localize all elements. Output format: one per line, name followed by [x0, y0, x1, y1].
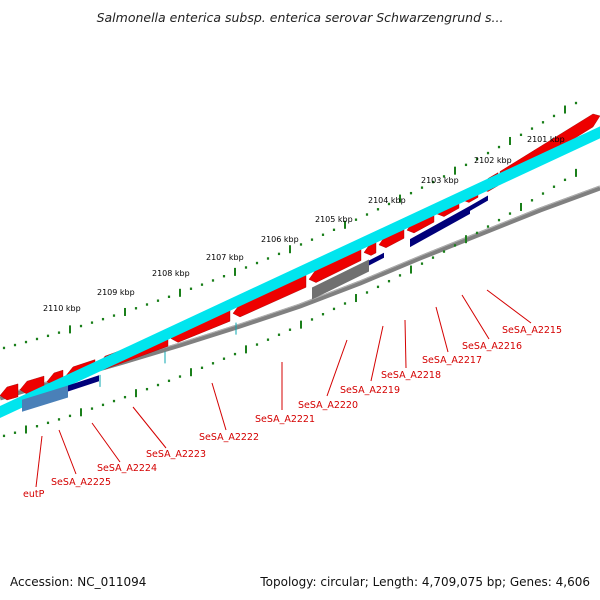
forward-gene-14 — [0, 383, 19, 401]
gene-label-sesa-a2222: SeSA_A2222 — [199, 432, 259, 443]
scale-label-2107: 2107 kbp — [206, 253, 244, 262]
gray-gene — [312, 259, 369, 300]
scale-ring — [2, 101, 578, 438]
scale-label-2105: 2105 kbp — [315, 215, 353, 224]
gene-label-sesa-a2221: SeSA_A2221 — [255, 414, 315, 425]
gene-labels: SeSA_A2215 SeSA_A2216 SeSA_A2217 SeSA_A2… — [23, 325, 562, 500]
gap-2 — [384, 239, 410, 265]
scale-label-2109: 2109 kbp — [97, 288, 135, 297]
genome-summary-text: Topology: circular; Length: 4,709,075 bp… — [260, 575, 590, 589]
gene-label-sesa-a2224: SeSA_A2224 — [97, 463, 157, 474]
gene-label-sesa-a2215: SeSA_A2215 — [502, 325, 562, 336]
gene-label-sesa-a2217: SeSA_A2217 — [422, 355, 482, 366]
gene-label-sesa-a2216: SeSA_A2216 — [462, 341, 522, 352]
gene-label-sesa-a2219: SeSA_A2219 — [340, 385, 400, 396]
scale-label-2101: 2101 kbp — [527, 135, 565, 144]
gap-1 — [452, 200, 488, 229]
gene-label-sesa-a2218: SeSA_A2218 — [381, 370, 441, 381]
scale-label-2104: 2104 kbp — [368, 196, 406, 205]
navy-gene-2 — [470, 195, 488, 211]
navy-gene-4 — [68, 375, 99, 392]
scale-label-2108: 2108 kbp — [152, 269, 190, 278]
scale-labels: 2101 kbp 2102 kbp 2103 kbp 2104 kbp 2105… — [43, 135, 565, 313]
scale-label-2103: 2103 kbp — [421, 176, 459, 185]
gene-label-sesa-a2220: SeSA_A2220 — [298, 400, 358, 411]
reverse-strand-band — [0, 126, 600, 419]
gene-label-sesa-a2225: SeSA_A2225 — [51, 477, 111, 488]
steel-gene — [22, 385, 68, 412]
map-title: Salmonella enterica subsp. enterica sero… — [96, 10, 504, 25]
gene-label-sesa-a2223: SeSA_A2223 — [146, 449, 206, 460]
navy-gene-3 — [367, 252, 384, 267]
gene-label-eutp: eutP — [23, 489, 45, 500]
accession-text: Accession: NC_011094 — [10, 575, 147, 589]
label-leaders — [35, 289, 532, 488]
scale-label-2106: 2106 kbp — [261, 235, 299, 244]
navy-gene-1 — [410, 205, 470, 248]
scale-label-2102: 2102 kbp — [474, 156, 512, 165]
gene-features — [0, 113, 600, 419]
scale-label-2110: 2110 kbp — [43, 304, 81, 313]
